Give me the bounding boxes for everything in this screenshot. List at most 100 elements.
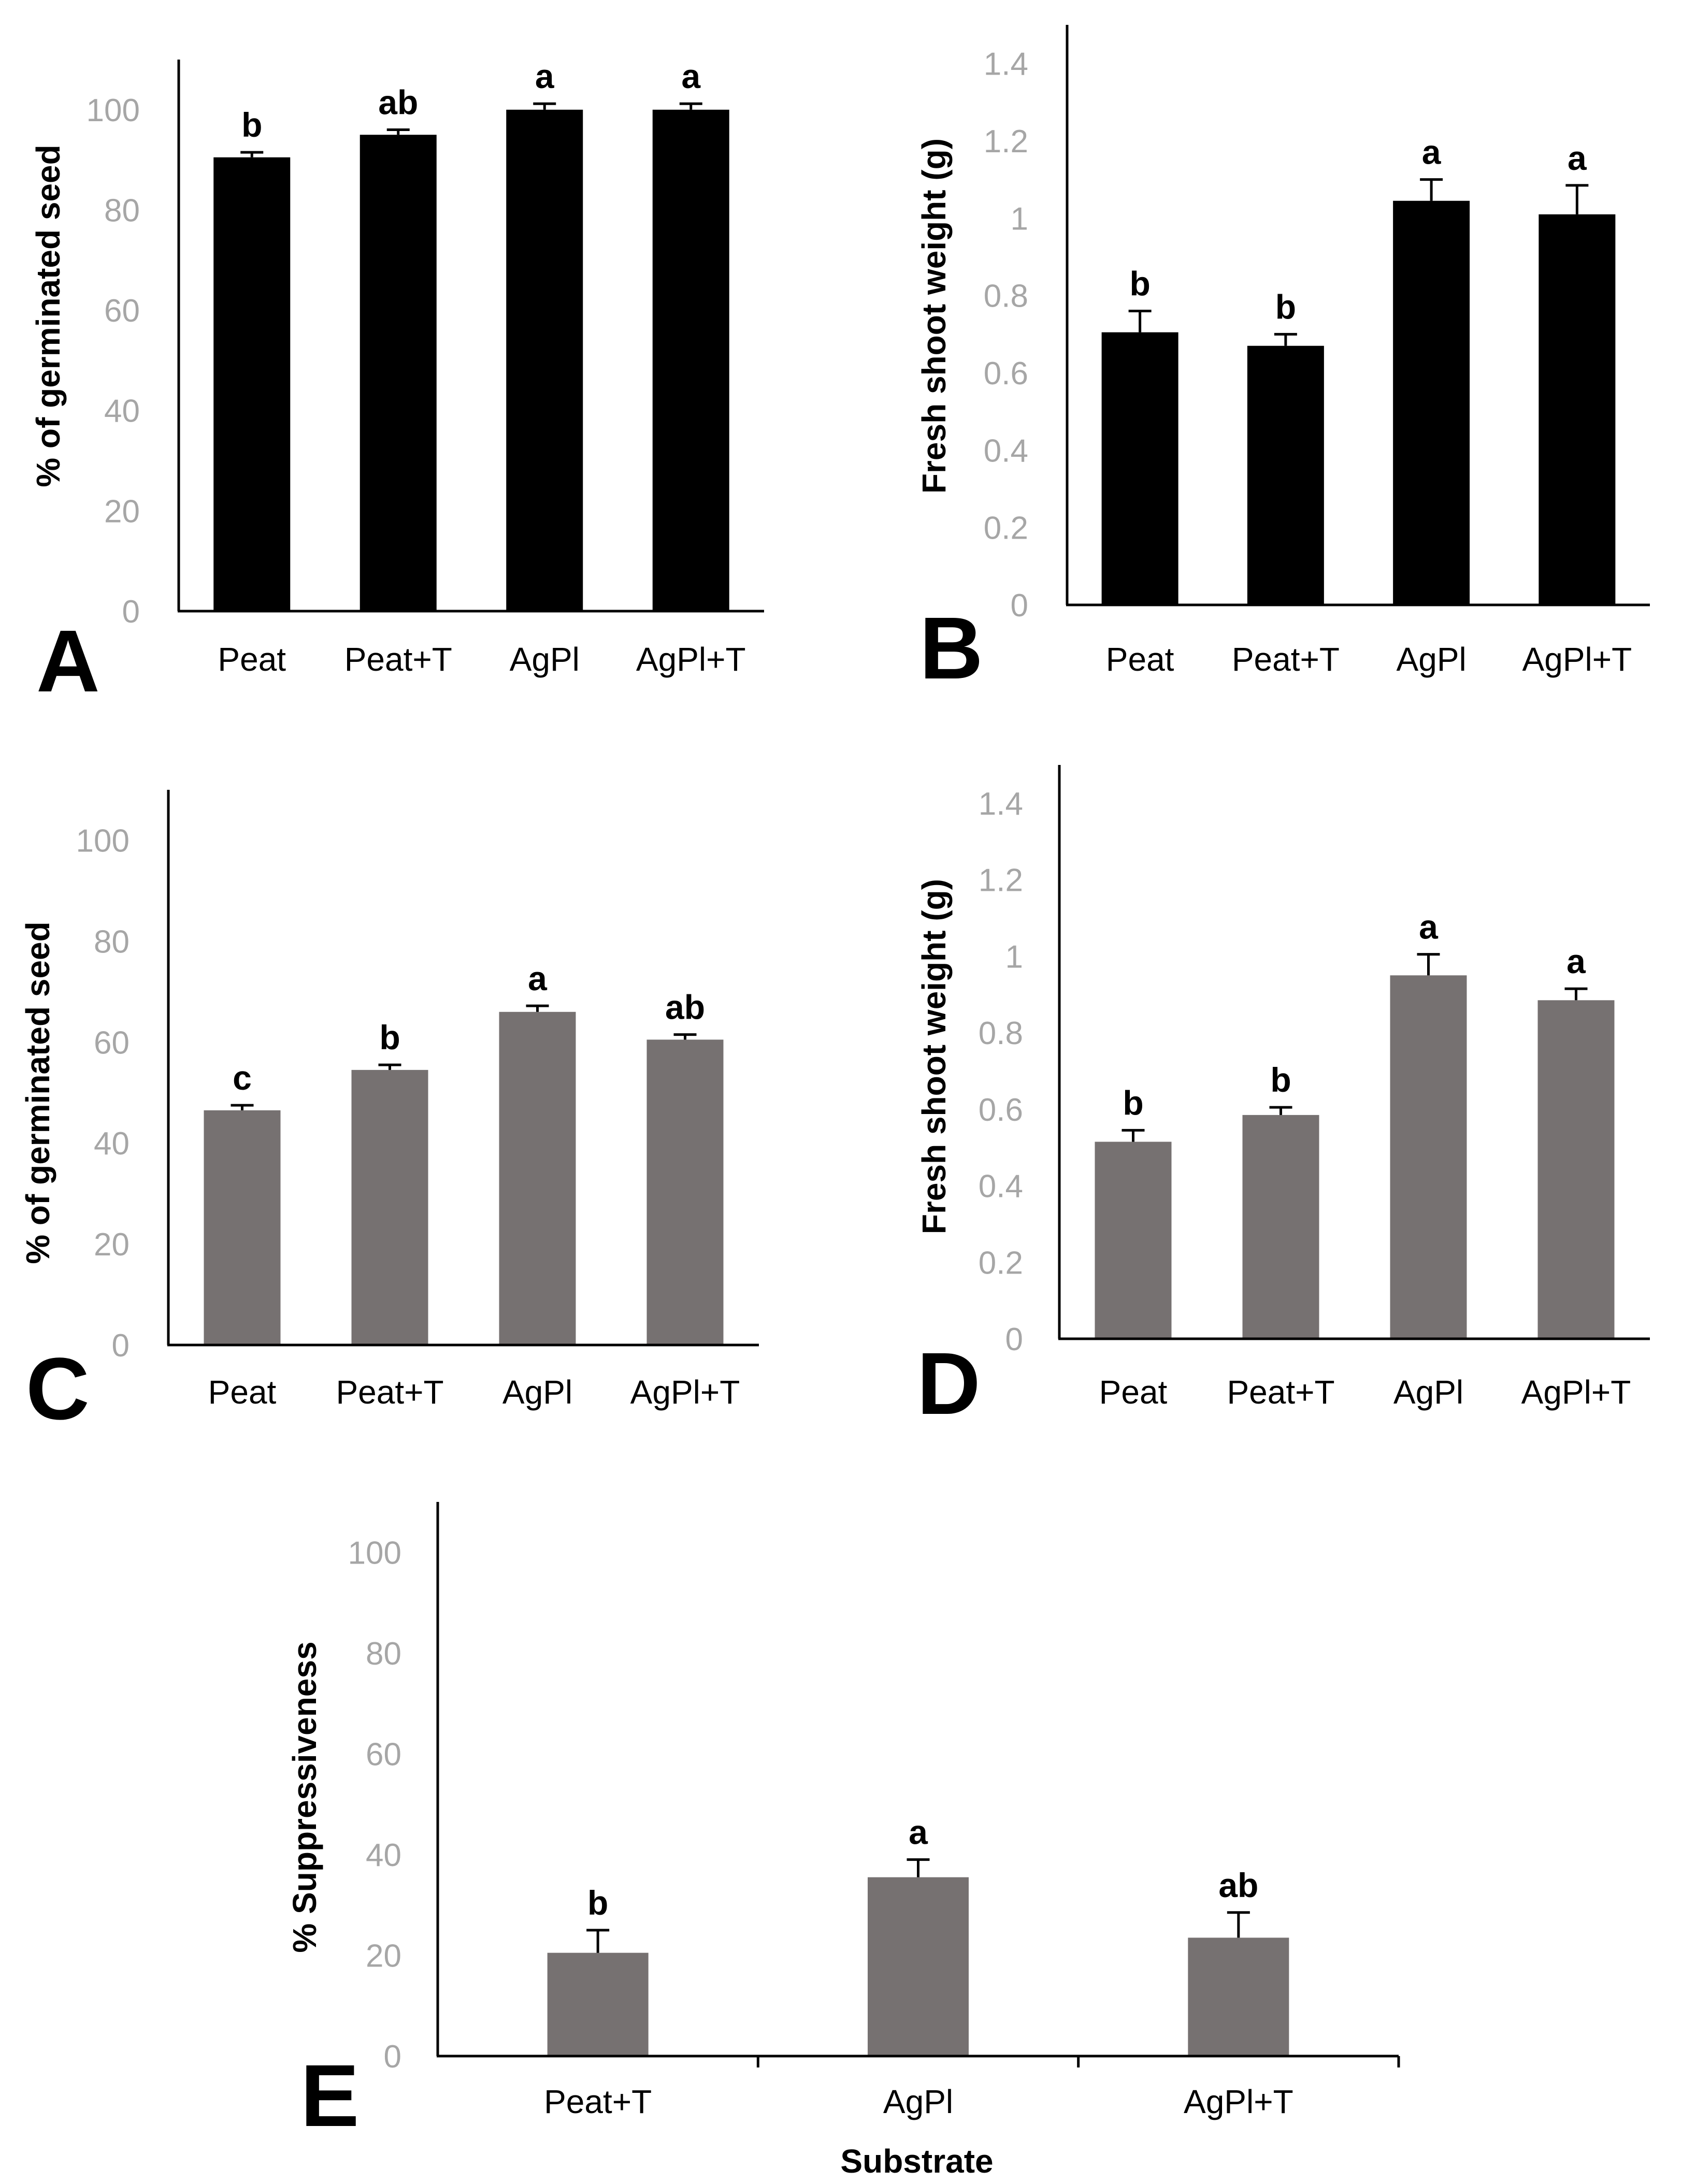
- panel-c-significance-letter: b: [379, 1018, 400, 1057]
- panel-b-y-tick-label: 0.2: [984, 511, 1028, 546]
- panel-a-significance-letter: a: [681, 57, 701, 95]
- panel-a-significance-letter: b: [241, 106, 262, 144]
- panel-e-y-axis-title: % Suppressiveness: [286, 1641, 323, 1952]
- panel-e-significance-letter: a: [909, 1813, 928, 1852]
- panel-a-category-label: Peat: [218, 641, 286, 678]
- panel-e-bar: [868, 1877, 969, 2056]
- panel-d-category-label: Peat+T: [1227, 1373, 1334, 1411]
- panel-c-category-label: AgPl: [502, 1373, 572, 1411]
- panel-b-y-tick-label: 1: [1011, 201, 1028, 237]
- panel-d-category-label: Peat: [1099, 1373, 1168, 1411]
- panel-b-category-label: AgPl: [1397, 641, 1467, 678]
- panel-b-y-tick-label: 0: [1011, 588, 1028, 624]
- panel-e-category-label: AgPl: [883, 2083, 953, 2120]
- panel-b-y-tick-label: 1.4: [984, 47, 1028, 82]
- panel-a-y-tick-label: 0: [122, 594, 140, 630]
- panel-a-bar: [360, 135, 437, 611]
- panel-d-letter: D: [917, 1335, 981, 1433]
- panel-d-y-tick-label: 1: [1005, 939, 1023, 975]
- panel-a-y-tick-label: 40: [104, 394, 140, 429]
- panel-e-x-axis-title: Substrate: [840, 2143, 993, 2180]
- panel-b-category-label: AgPl+T: [1522, 641, 1632, 678]
- panel-c-letter: C: [26, 1340, 90, 1438]
- panel-c-y-tick-label: 0: [112, 1328, 130, 1364]
- panel-d-significance-letter: b: [1270, 1061, 1291, 1099]
- panel-d: Fresh shoot weight (g) D 0 0.2 0.4 0.6 0.8 1 1…: [915, 765, 1650, 1433]
- panel-c-significance-letter: ab: [665, 988, 705, 1026]
- panel-c-y-tick-label: 20: [94, 1227, 130, 1263]
- panel-e-significance-letter: b: [587, 1884, 608, 1922]
- panel-c-significance-letter: a: [528, 959, 548, 997]
- panel-a-bar: [506, 109, 583, 611]
- panel-e-category-label: AgPl+T: [1184, 2083, 1293, 2120]
- panel-e-y-tick-label: 60: [366, 1737, 401, 1772]
- panel-a-bar: [213, 157, 291, 612]
- panel-e-y-tick-label: 0: [384, 2039, 401, 2075]
- panel-c-y-tick-label: 40: [94, 1126, 130, 1162]
- panel-d-y-tick-label: 0.2: [979, 1245, 1023, 1281]
- panel-d-bar: [1242, 1115, 1319, 1339]
- panel-b-significance-letter: a: [1568, 139, 1587, 177]
- panel-d-bar: [1095, 1141, 1172, 1339]
- panel-d-significance-letter: a: [1419, 908, 1439, 946]
- panel-a: % of germinated seed A 0 20 40 60 80 100 b Peat…: [30, 57, 764, 711]
- panel-a-letter: A: [36, 612, 100, 711]
- panel-b: Fresh shoot weight (g) B 0 0.2 0.4 0.6 0.8 1 1…: [915, 25, 1650, 698]
- panel-c-bar: [204, 1110, 281, 1345]
- panel-d-bar: [1390, 975, 1467, 1339]
- panel-e-y-tick-label: 100: [348, 1535, 401, 1571]
- panel-d-y-tick-label: 1.4: [979, 786, 1023, 822]
- panel-e: % Suppressiveness Substrate E 0 20 40 60 80 1…: [286, 1502, 1400, 2180]
- panel-b-significance-letter: b: [1275, 287, 1296, 326]
- panel-c-y-axis-title: % of germinated seed: [19, 921, 56, 1264]
- panel-a-y-tick-label: 60: [104, 293, 140, 329]
- panel-b-y-tick-label: 1.2: [984, 124, 1028, 160]
- panel-b-bar: [1101, 332, 1178, 605]
- panel-e-y-tick-label: 80: [366, 1636, 401, 1672]
- panel-e-significance-letter: ab: [1218, 1866, 1258, 1904]
- panel-e-bar: [1188, 1937, 1289, 2056]
- panel-c-y-tick-label: 60: [94, 1025, 130, 1061]
- panel-a-category-label: AgPl: [510, 641, 580, 678]
- panel-d-y-tick-label: 0.4: [979, 1169, 1023, 1205]
- panel-b-significance-letter: b: [1129, 265, 1150, 303]
- panel-b-bar: [1539, 214, 1616, 605]
- panel-d-category-label: AgPl: [1393, 1373, 1463, 1411]
- panel-e-category-label: Peat+T: [544, 2083, 652, 2120]
- panel-e-letter: E: [300, 2047, 359, 2145]
- panel-d-category-label: AgPl+T: [1521, 1373, 1631, 1411]
- panel-b-y-axis-title: Fresh shoot weight (g): [915, 138, 953, 494]
- panel-c-category-label: AgPl+T: [630, 1373, 740, 1411]
- panel-e-bar: [547, 1952, 649, 2056]
- panel-e-y-tick-label: 20: [366, 1938, 401, 1974]
- panel-d-y-tick-label: 0.8: [979, 1016, 1023, 1051]
- panel-c-category-label: Peat: [208, 1373, 277, 1411]
- panel-b-significance-letter: a: [1422, 133, 1442, 171]
- panel-a-y-tick-label: 20: [104, 494, 140, 529]
- panel-d-significance-letter: a: [1566, 942, 1586, 980]
- panel-c-y-tick-label: 100: [76, 823, 130, 859]
- panel-a-y-tick-label: 80: [104, 193, 140, 228]
- panel-c-significance-letter: c: [233, 1059, 252, 1097]
- panel-c: % of germinated seed C 0 20 40 60 80 100 c Peat…: [19, 790, 759, 1438]
- panel-b-y-tick-label: 0.4: [984, 433, 1028, 469]
- panel-d-y-tick-label: 1.2: [979, 863, 1023, 899]
- panel-b-y-tick-label: 0.6: [984, 356, 1028, 392]
- panel-d-y-axis-title: Fresh shoot weight (g): [915, 879, 953, 1234]
- panel-a-y-axis-title: % of germinated seed: [30, 144, 67, 487]
- panel-b-y-tick-label: 0.8: [984, 279, 1028, 314]
- panel-a-y-tick-label: 100: [87, 93, 140, 128]
- panel-d-y-tick-label: 0: [1005, 1322, 1023, 1357]
- panel-a-bar: [652, 109, 729, 611]
- panel-d-y-tick-label: 0.6: [979, 1092, 1023, 1128]
- panel-b-bar: [1393, 200, 1470, 605]
- panel-a-category-label: Peat+T: [344, 641, 452, 678]
- panel-c-bar: [351, 1069, 428, 1345]
- panel-c-bar: [499, 1011, 576, 1345]
- panel-d-bar: [1537, 1000, 1615, 1339]
- panel-b-category-label: Peat+T: [1232, 641, 1340, 678]
- panel-a-category-label: AgPl+T: [636, 641, 746, 678]
- panel-e-y-tick-label: 40: [366, 1838, 401, 1873]
- panel-c-category-label: Peat+T: [336, 1373, 443, 1411]
